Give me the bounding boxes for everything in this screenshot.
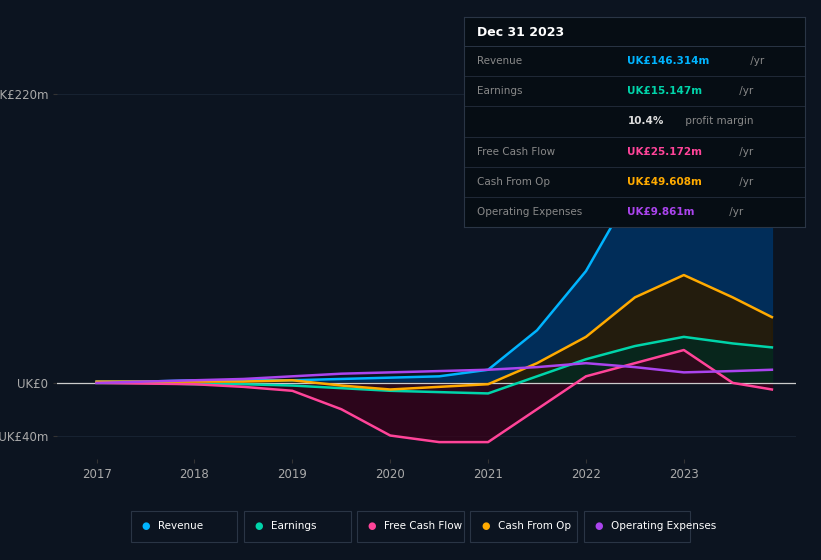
Text: Free Cash Flow: Free Cash Flow [478, 147, 556, 157]
Text: ●: ● [594, 521, 603, 531]
Text: /yr: /yr [736, 176, 754, 186]
Text: ●: ● [368, 521, 376, 531]
Text: ●: ● [255, 521, 263, 531]
Text: /yr: /yr [736, 86, 754, 96]
Text: UK£25.172m: UK£25.172m [627, 147, 703, 157]
Text: Earnings: Earnings [271, 521, 316, 531]
Text: UK£15.147m: UK£15.147m [627, 86, 703, 96]
Text: Earnings: Earnings [478, 86, 523, 96]
Text: UK£9.861m: UK£9.861m [627, 207, 695, 217]
Text: UK£146.314m: UK£146.314m [627, 56, 710, 66]
Text: Cash From Op: Cash From Op [498, 521, 571, 531]
Text: Operating Expenses: Operating Expenses [611, 521, 716, 531]
Text: UK£49.608m: UK£49.608m [627, 176, 702, 186]
Text: Revenue: Revenue [478, 56, 523, 66]
Text: Operating Expenses: Operating Expenses [478, 207, 583, 217]
Text: /yr: /yr [726, 207, 743, 217]
Text: Revenue: Revenue [158, 521, 203, 531]
Text: Cash From Op: Cash From Op [478, 176, 551, 186]
Text: /yr: /yr [736, 147, 754, 157]
Text: Dec 31 2023: Dec 31 2023 [478, 26, 565, 39]
Text: ●: ● [481, 521, 489, 531]
Text: 10.4%: 10.4% [627, 116, 664, 127]
Text: profit margin: profit margin [682, 116, 754, 127]
Text: Free Cash Flow: Free Cash Flow [384, 521, 462, 531]
Text: /yr: /yr [747, 56, 764, 66]
Text: ●: ● [141, 521, 149, 531]
